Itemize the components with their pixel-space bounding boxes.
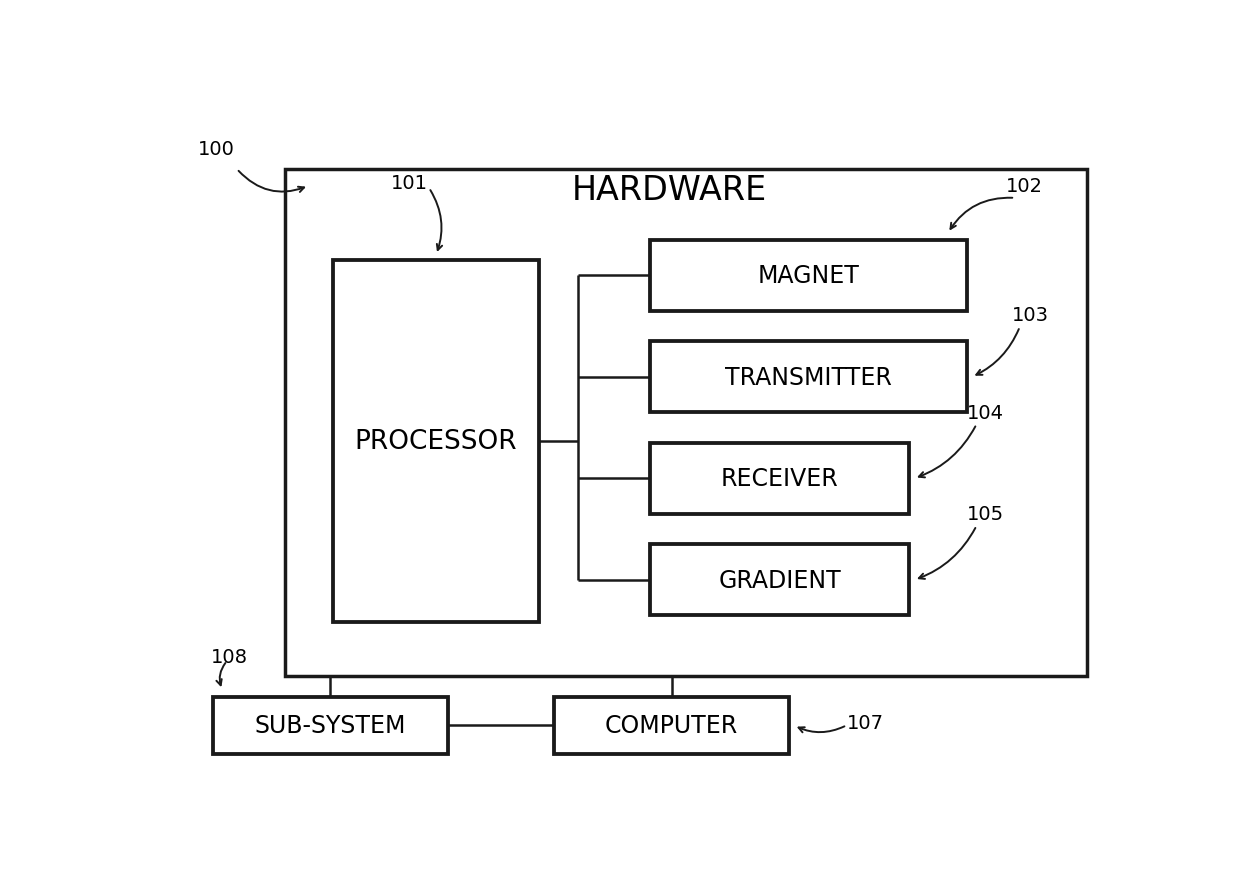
Text: 100: 100 xyxy=(198,140,236,159)
Text: SUB-SYSTEM: SUB-SYSTEM xyxy=(254,714,405,738)
Bar xyxy=(650,544,909,615)
Bar xyxy=(285,169,1087,677)
Text: COMPUTER: COMPUTER xyxy=(605,714,738,738)
Text: 107: 107 xyxy=(847,713,884,732)
Text: 105: 105 xyxy=(967,505,1004,524)
Text: TRANSMITTER: TRANSMITTER xyxy=(725,365,892,390)
Bar xyxy=(650,342,967,413)
Text: PROCESSOR: PROCESSOR xyxy=(355,428,517,455)
Text: MAGNET: MAGNET xyxy=(758,264,859,288)
Text: 102: 102 xyxy=(1006,177,1043,196)
Text: 103: 103 xyxy=(1012,306,1049,325)
Text: 108: 108 xyxy=(211,647,248,666)
Text: HARDWARE: HARDWARE xyxy=(572,173,766,206)
Text: RECEIVER: RECEIVER xyxy=(720,467,838,491)
Text: GRADIENT: GRADIENT xyxy=(718,568,841,593)
Bar xyxy=(554,697,789,754)
Text: 104: 104 xyxy=(967,404,1004,422)
Text: 101: 101 xyxy=(391,174,428,192)
Bar xyxy=(650,443,909,515)
Bar xyxy=(332,261,539,623)
Bar xyxy=(650,241,967,312)
Bar xyxy=(213,697,448,754)
